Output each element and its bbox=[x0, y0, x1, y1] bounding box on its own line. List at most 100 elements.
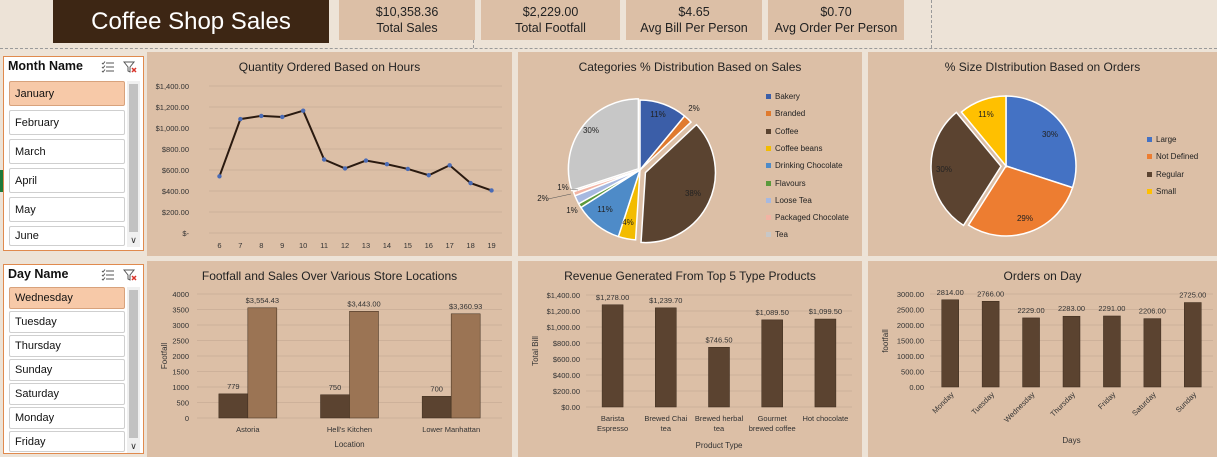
x-tick-label: Gourmet bbox=[758, 414, 788, 423]
bar bbox=[761, 319, 783, 408]
data-label: 29% bbox=[1017, 214, 1033, 223]
x-tick-label: Thursday bbox=[1048, 390, 1077, 419]
chart-panel-sizes: % Size DIstribution Based on Orders 30% 2… bbox=[868, 52, 1217, 256]
y-tick-label: $800.00 bbox=[162, 145, 189, 154]
data-point bbox=[321, 157, 327, 162]
x-tick-label: Espresso bbox=[597, 424, 628, 433]
chevron-down-icon[interactable]: ∨ bbox=[130, 235, 137, 245]
y-tick-label: $400.00 bbox=[553, 371, 580, 380]
y-tick-label: $600.00 bbox=[553, 355, 580, 364]
kpi-total-footfall: $2,229.00 Total Footfall bbox=[481, 0, 620, 40]
clear-filter-icon[interactable] bbox=[123, 60, 137, 74]
slicer-item-february[interactable]: February bbox=[9, 110, 125, 135]
x-tick-label: 6 bbox=[217, 241, 221, 250]
legend-item: Bakery bbox=[766, 92, 800, 101]
slicer-item-april[interactable]: April bbox=[9, 168, 125, 193]
slicer-item-saturday[interactable]: Saturday bbox=[9, 383, 125, 405]
data-label: 2% bbox=[537, 194, 549, 203]
bar bbox=[655, 307, 677, 408]
data-label: 2814.00 bbox=[937, 288, 964, 297]
multi-select-icon[interactable] bbox=[101, 268, 115, 282]
y-tick-label: 4000 bbox=[172, 290, 189, 299]
x-axis-title: Product Type bbox=[696, 441, 744, 450]
kpi-avg-order: $0.70 Avg Order Per Person bbox=[768, 0, 904, 40]
chart-title: Categories % Distribution Based on Sales bbox=[578, 60, 802, 74]
slicer-item-january[interactable]: January bbox=[9, 81, 125, 106]
data-point bbox=[259, 113, 264, 119]
bar bbox=[349, 311, 379, 419]
legend-label: Tea bbox=[775, 230, 788, 240]
multi-select-icon[interactable] bbox=[101, 60, 115, 74]
x-tick-label: brewed coffee bbox=[749, 424, 796, 433]
month-slicer[interactable]: Month Name January February March April … bbox=[3, 56, 144, 251]
dashboard-title: Coffee Shop Sales bbox=[53, 0, 329, 43]
scrollbar[interactable]: ∨ bbox=[127, 287, 140, 453]
bar bbox=[814, 318, 837, 408]
slicer-item-friday[interactable]: Friday bbox=[9, 431, 125, 452]
clear-filter-icon[interactable] bbox=[123, 268, 137, 282]
x-tick-label: tea bbox=[714, 424, 725, 433]
kpi-value: $4.65 bbox=[678, 5, 710, 19]
x-tick-label: Barista bbox=[601, 414, 625, 423]
legend-label: Loose Tea bbox=[775, 195, 812, 205]
bar bbox=[1062, 315, 1081, 388]
data-label: 2291.00 bbox=[1098, 304, 1125, 313]
legend-item: Not Defined bbox=[1147, 152, 1198, 161]
legend-item: Loose Tea bbox=[766, 196, 812, 205]
data-point bbox=[280, 114, 285, 120]
x-tick-label: Friday bbox=[1096, 390, 1117, 411]
data-label: 700 bbox=[430, 384, 443, 393]
x-tick-label: 9 bbox=[280, 241, 284, 250]
gridline bbox=[931, 0, 932, 48]
data-point bbox=[426, 173, 431, 178]
data-label: 30% bbox=[583, 126, 599, 135]
x-tick-label: tea bbox=[661, 424, 672, 433]
data-label: 2725.00 bbox=[1179, 291, 1206, 300]
kpi-value: $2,229.00 bbox=[522, 5, 579, 19]
leader-line bbox=[547, 193, 572, 200]
y-tick-label: $200.00 bbox=[553, 387, 580, 396]
x-tick-label: 17 bbox=[446, 241, 454, 250]
day-slicer[interactable]: Day Name Wednesday Tuesday Thursday Sund… bbox=[3, 264, 144, 454]
slicer-item-sunday[interactable]: Sunday bbox=[9, 359, 125, 381]
bar bbox=[1143, 318, 1162, 388]
data-label: 2283.00 bbox=[1058, 304, 1085, 313]
scrollbar[interactable]: ∨ bbox=[127, 81, 140, 247]
bar bbox=[708, 347, 730, 408]
y-tick-label: $1,400.00 bbox=[156, 82, 189, 91]
pie-slice bbox=[930, 111, 1002, 227]
data-label: 1% bbox=[557, 183, 569, 192]
slicer-item-monday[interactable]: Monday bbox=[9, 407, 125, 429]
legend-label: Coffee beans bbox=[775, 143, 823, 153]
slicer-item-wednesday[interactable]: Wednesday bbox=[9, 287, 125, 309]
y-tick-label: 1500.00 bbox=[897, 337, 924, 346]
legend-item: Tea bbox=[766, 230, 788, 239]
x-tick-label: Monday bbox=[930, 390, 955, 415]
kpi-label: Total Footfall bbox=[515, 21, 586, 35]
y-tick-label: 500.00 bbox=[901, 368, 924, 377]
y-tick-label: 3000.00 bbox=[897, 290, 924, 299]
pie-chart: 30% 29% 30% 11% bbox=[930, 95, 1077, 237]
slicer-item-june[interactable]: June bbox=[9, 226, 125, 246]
slicer-item-thursday[interactable]: Thursday bbox=[9, 335, 125, 357]
bar-chart: 0.00 500.00 1000.00 1500.00 2000.00 2500.00 30… bbox=[881, 288, 1213, 445]
data-point bbox=[489, 188, 494, 193]
legend-swatch bbox=[766, 111, 771, 117]
slicer-item-may[interactable]: May bbox=[9, 197, 125, 222]
data-point bbox=[238, 116, 243, 122]
slicer-item-tuesday[interactable]: Tuesday bbox=[9, 311, 125, 333]
chart-title: Orders on Day bbox=[1003, 269, 1082, 283]
y-tick-label: $200.00 bbox=[162, 208, 189, 217]
slicer-item-march[interactable]: March bbox=[9, 139, 125, 164]
x-tick-label: 11 bbox=[320, 241, 328, 250]
scrollbar-thumb[interactable] bbox=[129, 290, 138, 438]
x-tick-label: Hot chocolate bbox=[802, 414, 848, 423]
scrollbar-thumb[interactable] bbox=[129, 84, 138, 232]
y-tick-label: $1,200.00 bbox=[156, 103, 189, 112]
legend-swatch bbox=[766, 145, 771, 151]
chevron-down-icon[interactable]: ∨ bbox=[130, 441, 137, 451]
bar bbox=[1184, 302, 1202, 388]
y-tick-label: 0.00 bbox=[909, 383, 924, 392]
x-tick-label: 19 bbox=[487, 241, 495, 250]
x-tick-label: 7 bbox=[238, 241, 242, 250]
